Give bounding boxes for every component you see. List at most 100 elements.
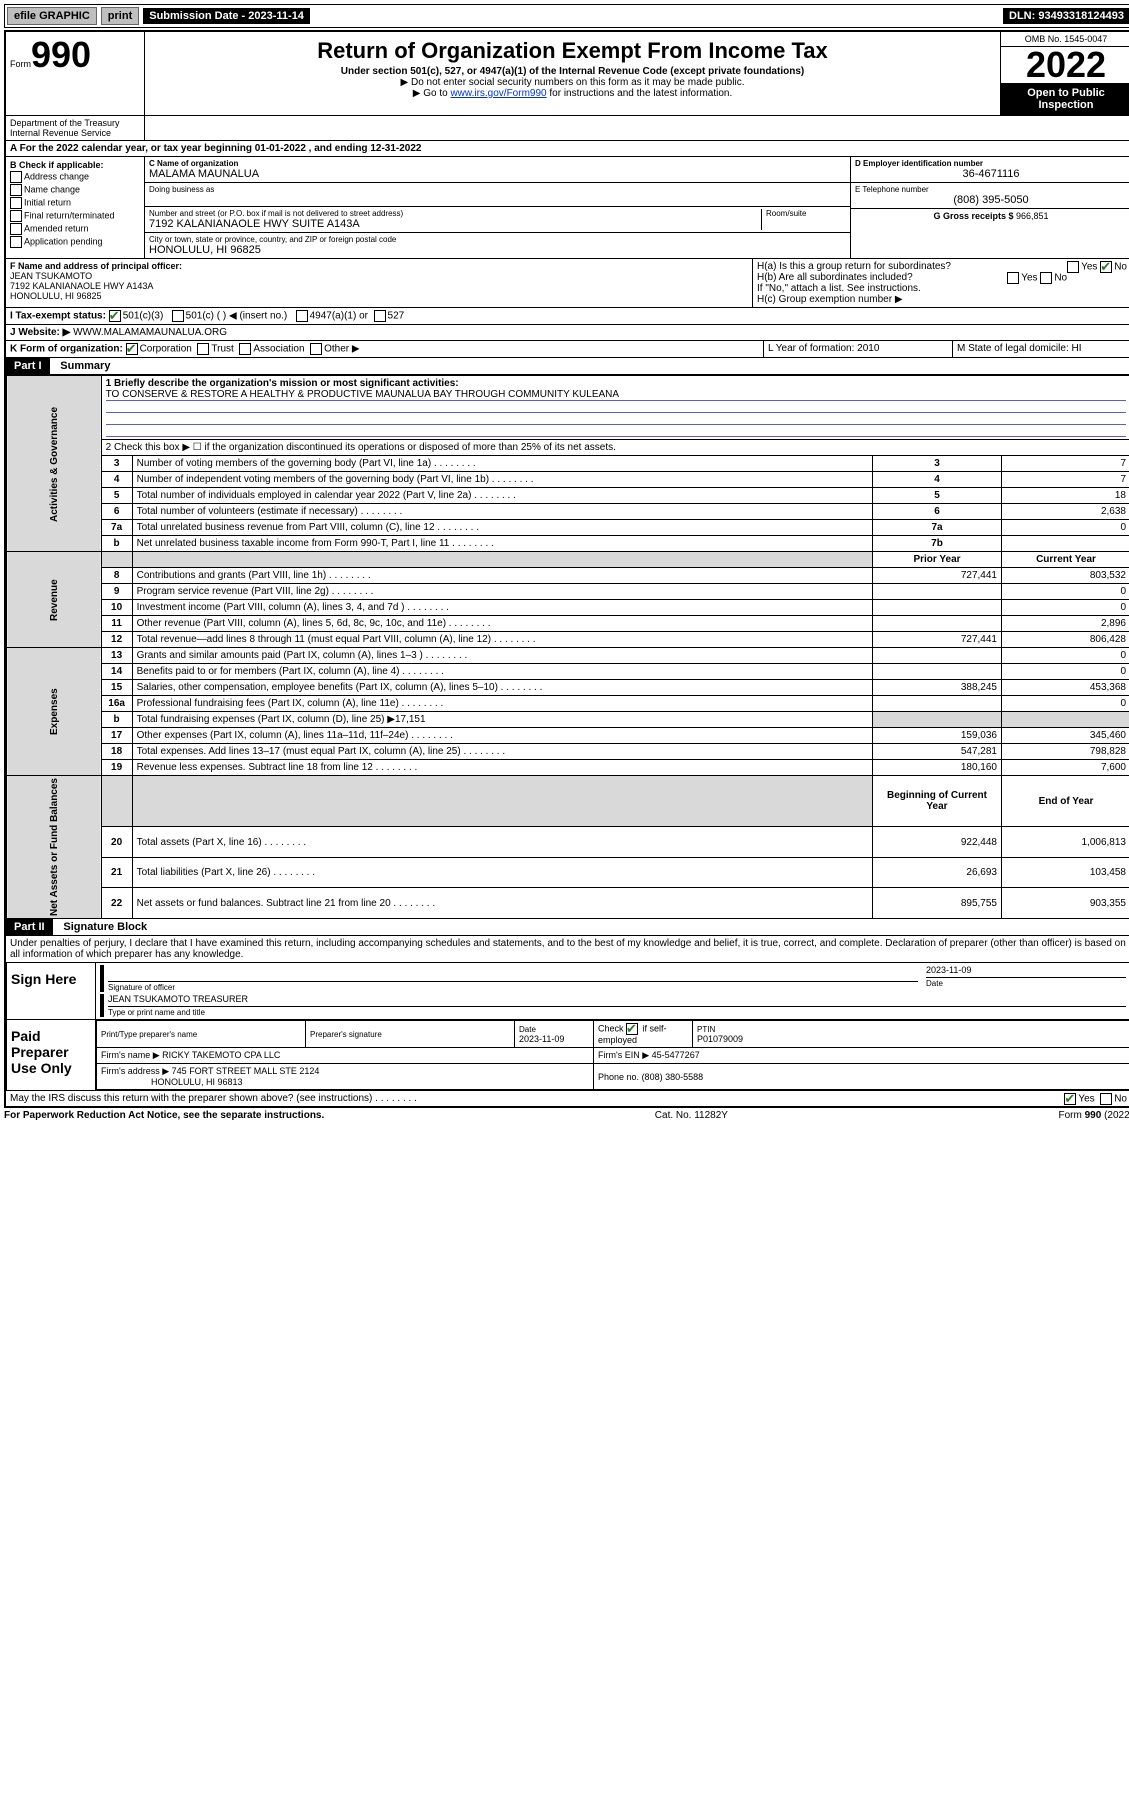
check-amended-return[interactable] [10,223,22,235]
sign-name-label: Type or print name and title [108,1006,1126,1017]
check-initial-return[interactable] [10,197,22,209]
box-f-officer: F Name and address of principal officer:… [6,259,752,307]
check-final-return[interactable] [10,210,22,222]
firm-ein: 45-5477267 [652,1050,700,1060]
check-address-change[interactable] [10,171,22,183]
h-b-no[interactable] [1040,272,1052,284]
sign-here-label: Sign Here [7,963,95,1019]
form-warn1: ▶ Do not enter social security numbers o… [149,77,996,88]
sig-officer-label: Signature of officer [108,981,918,992]
footer: For Paperwork Reduction Act Notice, see … [4,1108,1129,1123]
opt-association: Association [253,344,304,355]
box-d-label: D Employer identification number [855,159,1127,168]
h-b-label: H(b) Are all subordinates included? [757,272,913,283]
form-title-block: Return of Organization Exempt From Incom… [145,32,1000,115]
sign-date: 2023-11-09 [926,965,1126,975]
part2-header: Part II [6,919,53,935]
part1-title: Summary [52,360,110,372]
addr-label: Number and street (or P.O. box if mail i… [149,209,761,218]
prep-date-label: Date [519,1025,589,1034]
phone-label: Phone no. [598,1072,639,1082]
check-other[interactable] [310,343,322,355]
footer-mid: Cat. No. 11282Y [655,1110,728,1121]
box-i-label: I Tax-exempt status: [10,311,106,322]
check-trust[interactable] [197,343,209,355]
h-c-label: H(c) Group exemption number ▶ [757,294,1127,305]
lbl-application-pending: Application pending [24,236,103,246]
h-note: If "No," attach a list. See instructions… [757,283,1127,294]
check-501c3[interactable] [109,310,121,322]
word-form: Form [10,59,31,69]
opt-527: 527 [388,311,405,322]
opt-corporation: Corporation [140,344,192,355]
lbl-address-change: Address change [24,171,89,181]
discuss-yes[interactable] [1064,1093,1076,1105]
ptin-label: PTIN [697,1025,1125,1034]
prep-date: 2023-11-09 [519,1034,589,1044]
opt-501c3: 501(c)(3) [123,311,164,322]
lbl-initial-return: Initial return [24,197,71,207]
check-application-pending[interactable] [10,236,22,248]
check-527[interactable] [374,310,386,322]
tax-year: 2022 [1001,47,1129,83]
data-table: Activities & Governance 1 Briefly descri… [6,375,1129,919]
perjury-text: Under penalties of perjury, I declare th… [6,936,1129,962]
discuss-no[interactable] [1100,1093,1112,1105]
box-g-label: G Gross receipts $ [933,211,1013,221]
firm-name: RICKY TAKEMOTO CPA LLC [162,1050,280,1060]
box-c-label: C Name of organization [149,159,846,168]
check-self-employed[interactable] [626,1023,638,1035]
room-label: Room/suite [766,209,846,218]
check-name-change[interactable] [10,184,22,196]
sign-content: Signature of officer 2023-11-09 Date JEA… [95,963,1129,1019]
box-e-label: E Telephone number [855,185,1127,194]
footer-right: Form 990 (2022) [1059,1110,1129,1121]
officer-name: JEAN TSUKAMOTO [10,271,92,281]
year-formation: L Year of formation: 2010 [764,341,953,357]
lbl-final-return: Final return/terminated [24,210,115,220]
opt-trust: Trust [211,344,233,355]
phone-value: (808) 380-5588 [642,1072,704,1082]
irs-label: Internal Revenue Service [10,128,140,138]
efile-graphic-button[interactable]: efile GRAPHIC [7,7,97,25]
officer-addr1: 7192 KALANIANAOLE HWY A143A [10,281,153,291]
preparer-table: Print/Type preparer's name Preparer's si… [96,1020,1129,1090]
city-label: City or town, state or province, country… [149,235,846,244]
form-title: Return of Organization Exempt From Incom… [149,38,996,64]
footer-left: For Paperwork Reduction Act Notice, see … [4,1110,324,1121]
box-c-block: C Name of organization MALAMA MAUNALUA D… [145,157,850,258]
form-subtitle: Under section 501(c), 527, or 4947(a)(1)… [149,66,996,77]
submission-date: Submission Date - 2023-11-14 [143,8,310,24]
box-j-label: J Website: ▶ [10,327,70,338]
org-city: HONOLULU, HI 96825 [149,244,846,256]
officer-addr2: HONOLULU, HI 96825 [10,291,102,301]
lbl-amended-return: Amended return [24,223,89,233]
check-4947[interactable] [296,310,308,322]
open-to-public: Open to Public Inspection [1001,83,1129,115]
lbl-name-change: Name change [24,184,80,194]
box-b-header: B Check if applicable: [10,160,140,170]
irs-link[interactable]: www.irs.gov/Form990 [450,88,546,99]
firm-ein-label: Firm's EIN ▶ [598,1050,649,1060]
department-block: Department of the Treasury Internal Reve… [6,116,145,140]
box-k-label: K Form of organization: [10,344,123,355]
check-corporation[interactable] [126,343,138,355]
h-a-yes[interactable] [1067,261,1079,273]
part2-title: Signature Block [55,921,147,933]
h-a-no[interactable] [1100,261,1112,273]
h-b-yes[interactable] [1007,272,1019,284]
org-address: 7192 KALANIANAOLE HWY SUITE A143A [149,218,761,230]
box-f-label: F Name and address of principal officer: [10,261,182,271]
box-b-checks: B Check if applicable: Address change Na… [6,157,145,258]
form-number: 990 [31,34,91,75]
top-toolbar: efile GRAPHIC print Submission Date - 20… [4,4,1129,28]
check-association[interactable] [239,343,251,355]
org-name: MALAMA MAUNALUA [149,168,846,180]
dept-treasury: Department of the Treasury [10,118,140,128]
check-501c[interactable] [172,310,184,322]
print-button[interactable]: print [101,7,139,25]
form-body: Form990 Return of Organization Exempt Fr… [4,30,1129,1108]
state-domicile: M State of legal domicile: HI [953,341,1129,357]
firm-addr-label: Firm's address ▶ [101,1066,169,1076]
goto-suffix: for instructions and the latest informat… [547,88,733,99]
